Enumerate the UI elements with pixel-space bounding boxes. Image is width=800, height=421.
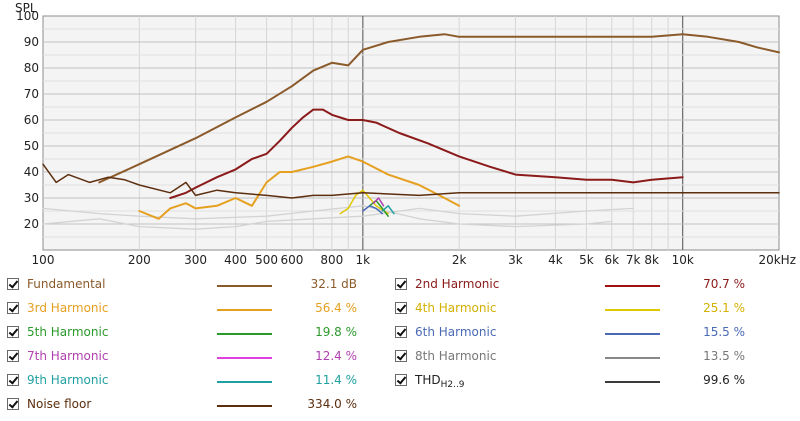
x-tick-label: 7k <box>626 253 641 267</box>
legend-swatch-line <box>217 333 272 335</box>
series-3rd-harmonic <box>138 155 461 220</box>
legend-checkbox[interactable] <box>395 278 407 290</box>
y-axis-label: SPL <box>15 1 37 15</box>
x-tick-label: 5k <box>579 253 594 267</box>
x-tick-label: 400 <box>224 253 247 267</box>
legend-value: 19.8 % <box>315 325 357 339</box>
y-tick-label: 90 <box>24 35 39 49</box>
legend-value: 15.5 % <box>703 325 745 339</box>
legend-swatch-line <box>605 381 660 383</box>
legend-item-5th-harmonic: 5th Harmonic 19.8 % <box>7 324 357 344</box>
series-7th-harmonic <box>372 197 385 207</box>
series-8th-harmonic <box>42 207 634 230</box>
x-tick-label: 20kHz <box>758 253 796 267</box>
legend-checkbox[interactable] <box>7 398 19 410</box>
y-tick-label: 70 <box>24 87 39 101</box>
y-tick-label: 20 <box>24 217 39 231</box>
x-tick-label: 200 <box>128 253 151 267</box>
legend-label: 4th Harmonic <box>415 301 497 315</box>
legend-swatch-line <box>605 357 660 359</box>
legend-swatch-line <box>605 333 660 335</box>
legend-item-noise-floor: Noise floor 334.0 % <box>7 396 357 416</box>
legend-swatch-line <box>605 309 660 311</box>
x-tick-label: 6k <box>604 253 619 267</box>
chart-area: 20 30 40 50 60 70 80 90 100 SPL 100 200 300 400 500 600… <box>15 1 796 267</box>
legend-value: 99.6 % <box>703 373 745 387</box>
y-tick-label: 50 <box>24 139 39 153</box>
series-6th-harmonic <box>362 205 384 215</box>
series-2nd-harmonic <box>169 108 684 199</box>
series-noise-floor <box>42 163 780 199</box>
legend-checkbox[interactable] <box>7 374 19 386</box>
legend-checkbox[interactable] <box>395 326 407 338</box>
legend-item-7th-harmonic: 7th Harmonic 12.4 % <box>7 348 357 368</box>
x-tick-label: 4k <box>548 253 563 267</box>
x-tick-label: 300 <box>184 253 207 267</box>
legend-label: 3rd Harmonic <box>27 301 109 315</box>
legend-value: 32.1 dB <box>310 277 357 291</box>
legend-checkbox[interactable] <box>395 302 407 314</box>
legend-label: 5th Harmonic <box>27 325 109 339</box>
legend-value: 25.1 % <box>703 301 745 315</box>
legend-checkbox[interactable] <box>7 350 19 362</box>
legend-label: 9th Harmonic <box>27 373 109 387</box>
legend-label: THDH2..9 <box>415 373 465 390</box>
x-tick-label: 100 <box>32 253 55 267</box>
legend-swatch-line <box>217 405 272 407</box>
legend-value: 12.4 % <box>315 349 357 363</box>
legend: Fundamental 32.1 dB 3rd Harmonic 56.4 % 5th … <box>0 276 800 421</box>
x-tick-label: 3k <box>508 253 523 267</box>
legend-label: 7th Harmonic <box>27 349 109 363</box>
legend-swatch-line <box>217 285 272 287</box>
y-tick-label: 40 <box>24 165 39 179</box>
legend-item-9th-harmonic: 9th Harmonic 11.4 % <box>7 372 357 392</box>
legend-label: 6th Harmonic <box>415 325 497 339</box>
y-tick-label: 100 <box>16 9 39 23</box>
legend-item-3rd-harmonic: 3rd Harmonic 56.4 % <box>7 300 357 320</box>
legend-checkbox[interactable] <box>395 374 407 386</box>
y-tick-label: 30 <box>24 191 39 205</box>
series-4th-harmonic <box>339 189 389 215</box>
legend-item-thd: THDH2..9 99.6 % <box>395 372 745 392</box>
x-tick-label: 500 <box>255 253 278 267</box>
legend-checkbox[interactable] <box>7 326 19 338</box>
legend-value: 13.5 % <box>703 349 745 363</box>
y-tick-label: 60 <box>24 113 39 127</box>
legend-value: 70.7 % <box>703 277 745 291</box>
legend-checkbox[interactable] <box>7 302 19 314</box>
x-tick-label: 10k <box>672 253 694 267</box>
series-9th-harmonic <box>381 205 395 215</box>
legend-checkbox[interactable] <box>395 350 407 362</box>
legend-label: Fundamental <box>27 277 106 291</box>
x-tick-label: 8k <box>644 253 659 267</box>
series-fundamental <box>98 33 780 184</box>
legend-value: 56.4 % <box>315 301 357 315</box>
x-tick-label: 1k <box>356 253 371 267</box>
legend-value: 11.4 % <box>315 373 357 387</box>
x-tick-label: 600 <box>280 253 303 267</box>
legend-checkbox[interactable] <box>7 278 19 290</box>
legend-item-8th-harmonic: 8th Harmonic 13.5 % <box>395 348 745 368</box>
series-thd <box>42 205 613 228</box>
legend-item-4th-harmonic: 4th Harmonic 25.1 % <box>395 300 745 320</box>
legend-label-subscript: H2..9 <box>440 380 465 390</box>
legend-value: 334.0 % <box>307 397 357 411</box>
y-tick-label: 80 <box>24 61 39 75</box>
legend-swatch-line <box>605 285 660 287</box>
legend-label: Noise floor <box>27 397 92 411</box>
x-tick-label: 2k <box>452 253 467 267</box>
legend-item-6th-harmonic: 6th Harmonic 15.5 % <box>395 324 745 344</box>
legend-label: 8th Harmonic <box>415 349 497 363</box>
legend-label: 2nd Harmonic <box>415 277 500 291</box>
legend-swatch-line <box>217 309 272 311</box>
x-tick-label: 800 <box>320 253 343 267</box>
legend-item-2nd-harmonic: 2nd Harmonic 70.7 % <box>395 276 745 296</box>
legend-item-fundamental: Fundamental 32.1 dB <box>7 276 357 296</box>
legend-swatch-line <box>217 357 272 359</box>
legend-swatch-line <box>217 381 272 383</box>
